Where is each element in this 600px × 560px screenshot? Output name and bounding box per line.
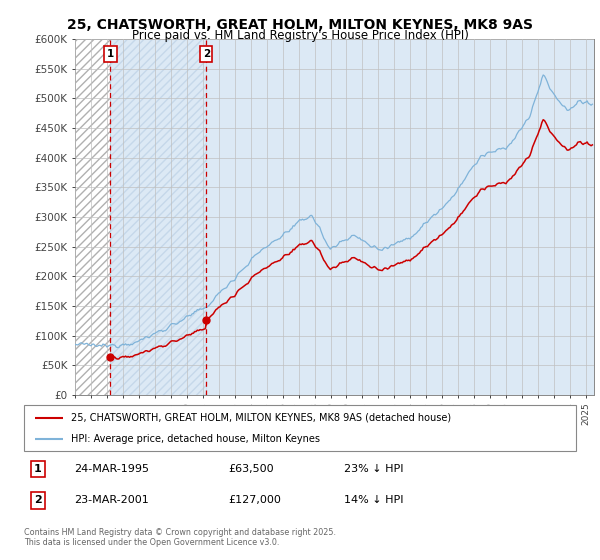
Text: Price paid vs. HM Land Registry's House Price Index (HPI): Price paid vs. HM Land Registry's House …: [131, 29, 469, 42]
Text: 24-MAR-1995: 24-MAR-1995: [74, 464, 149, 474]
Text: 23-MAR-2001: 23-MAR-2001: [74, 496, 148, 506]
Text: 14% ↓ HPI: 14% ↓ HPI: [344, 496, 404, 506]
Bar: [75, 39, 110, 395]
Text: 25, CHATSWORTH, GREAT HOLM, MILTON KEYNES, MK8 9AS (detached house): 25, CHATSWORTH, GREAT HOLM, MILTON KEYNE…: [71, 413, 451, 423]
Text: HPI: Average price, detached house, Milton Keynes: HPI: Average price, detached house, Milt…: [71, 435, 320, 444]
Text: 25, CHATSWORTH, GREAT HOLM, MILTON KEYNES, MK8 9AS: 25, CHATSWORTH, GREAT HOLM, MILTON KEYNE…: [67, 18, 533, 32]
Bar: [75, 39, 110, 395]
Text: £127,000: £127,000: [228, 496, 281, 506]
Text: 1: 1: [34, 464, 41, 474]
Bar: [110, 39, 206, 395]
Text: 23% ↓ HPI: 23% ↓ HPI: [344, 464, 404, 474]
Text: 1: 1: [107, 49, 114, 59]
Text: Contains HM Land Registry data © Crown copyright and database right 2025.
This d: Contains HM Land Registry data © Crown c…: [24, 528, 336, 547]
Text: 2: 2: [34, 496, 41, 506]
Text: 2: 2: [203, 49, 210, 59]
Text: £63,500: £63,500: [228, 464, 274, 474]
